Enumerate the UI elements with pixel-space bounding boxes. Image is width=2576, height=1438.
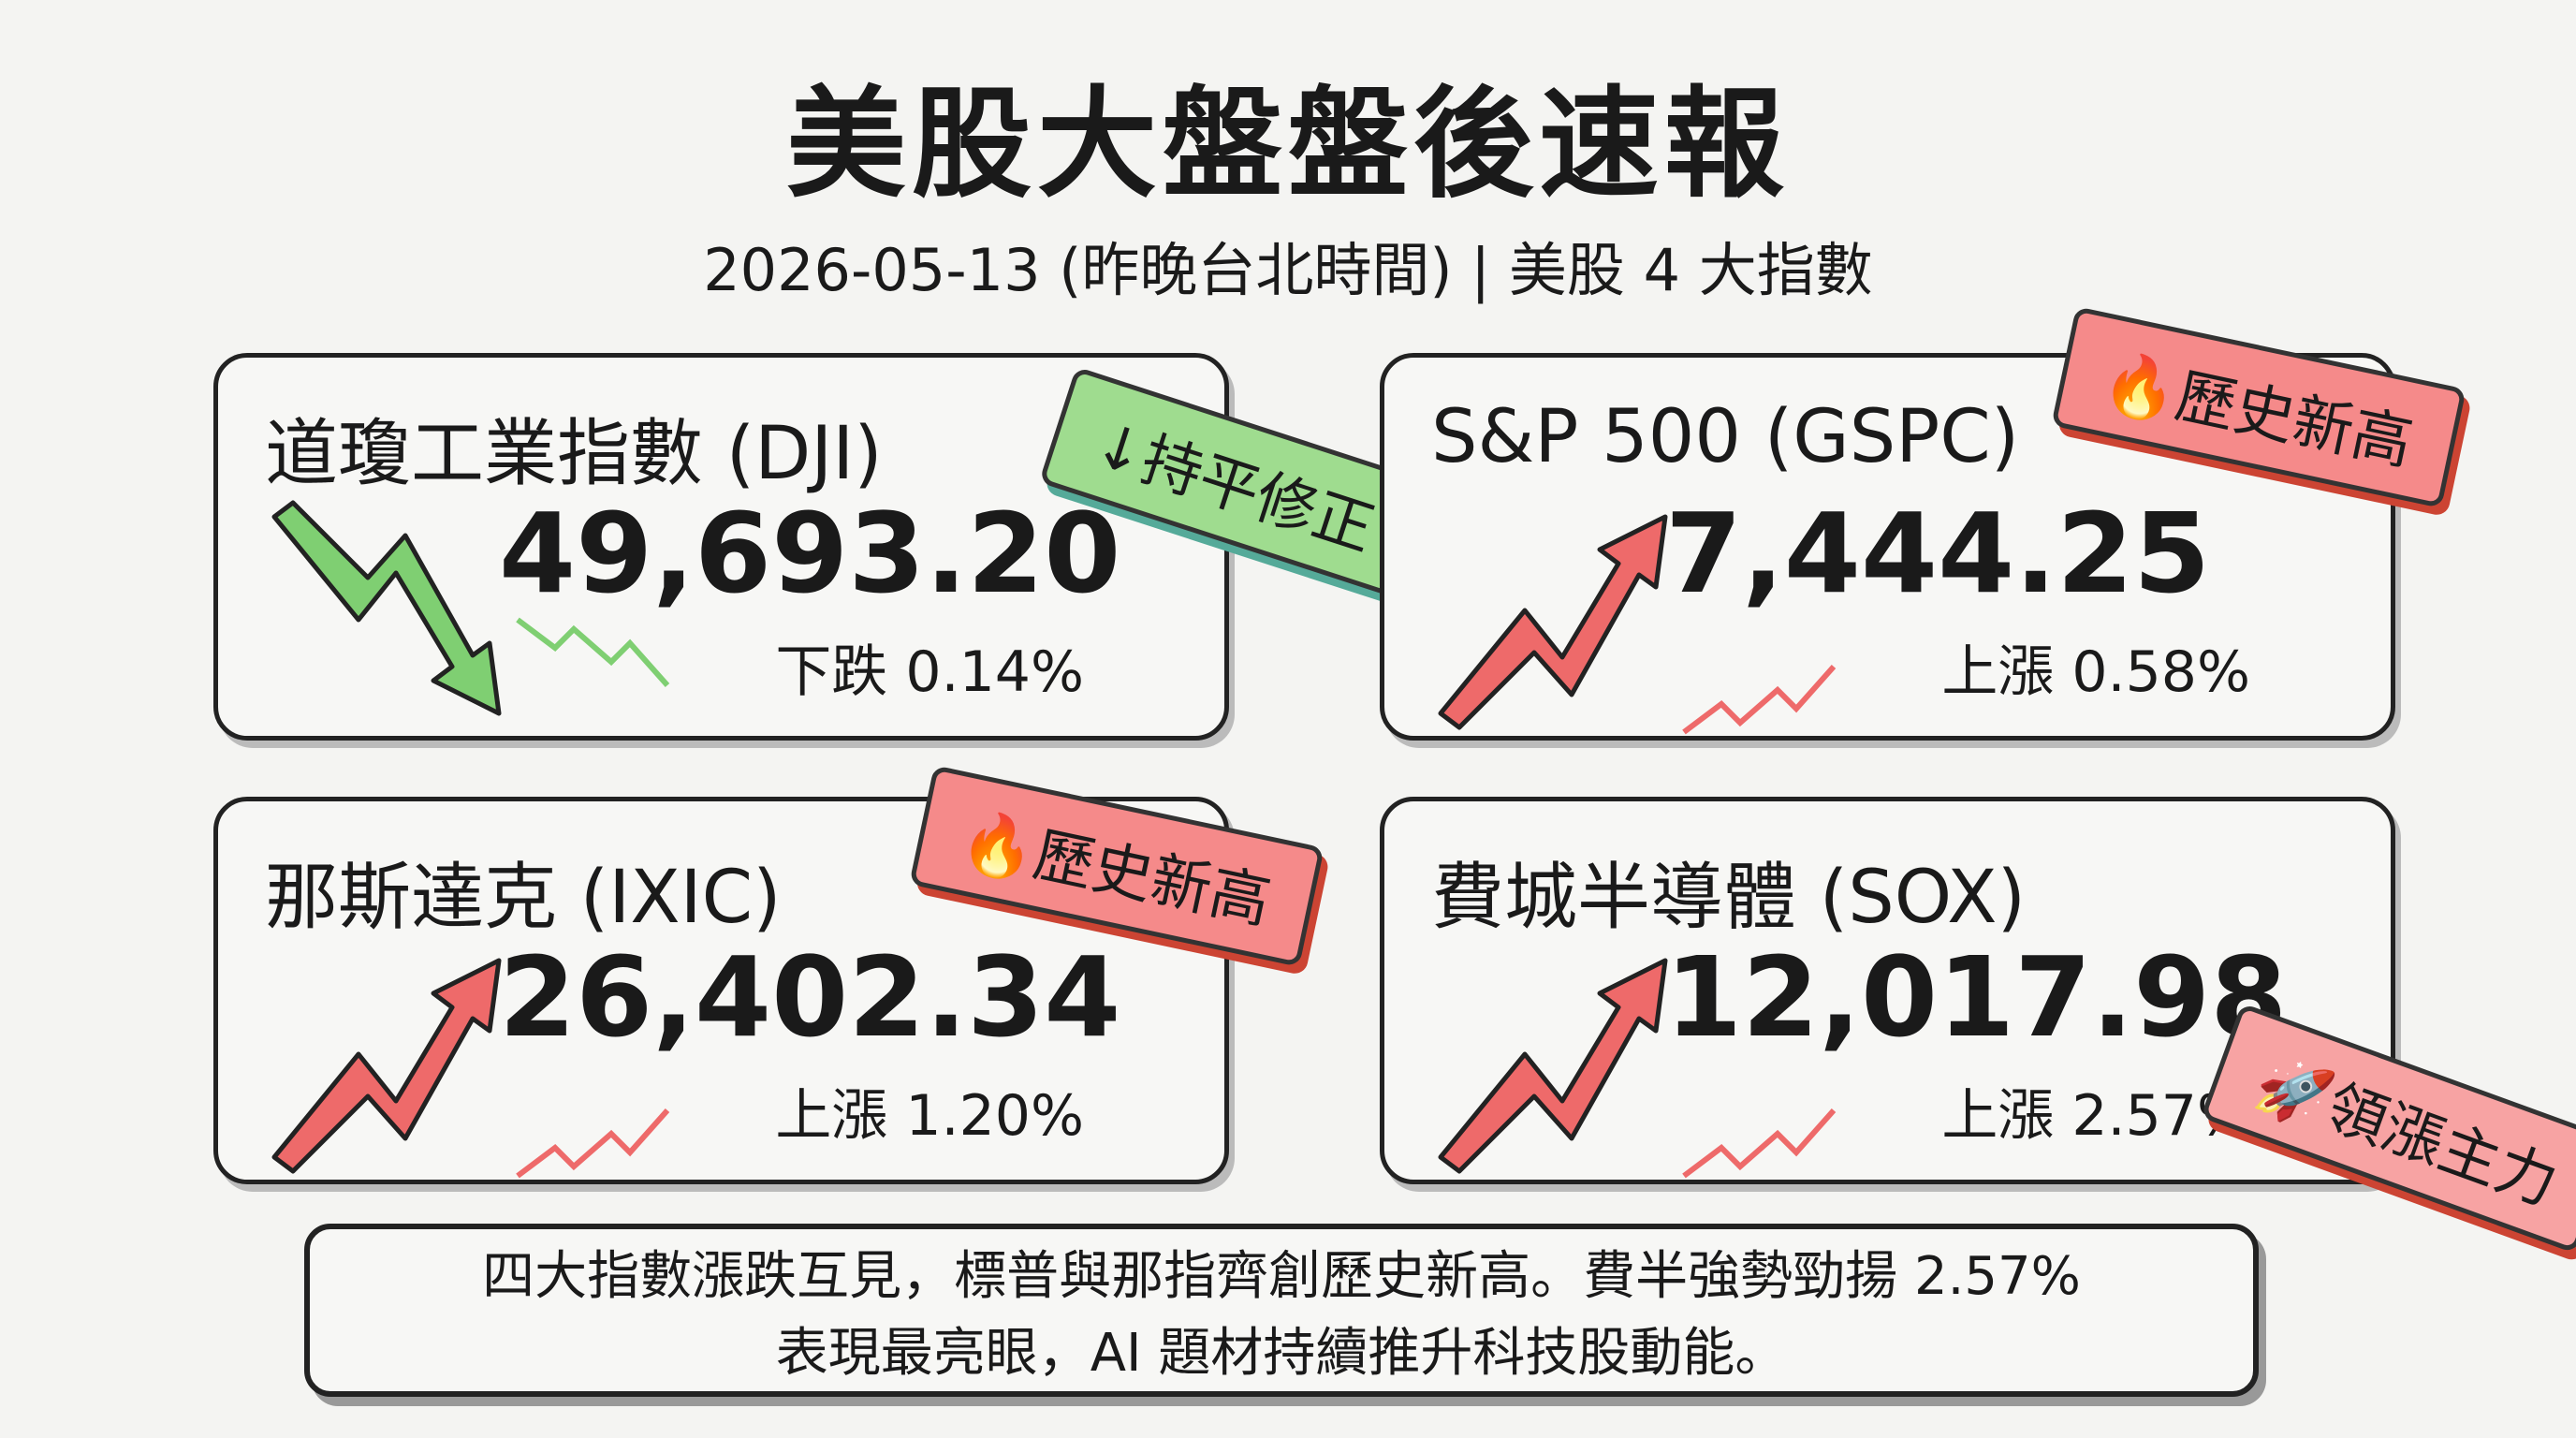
index-card: 費城半導體 (SOX) 12,017.98 上漲 2.57% <box>1380 797 2395 1184</box>
title: 美股大盤盤後速報 <box>785 75 1790 214</box>
index-change: 下跌 0.14% <box>775 639 1084 705</box>
squiggle <box>1682 665 1837 735</box>
index-name: S&P 500 (GSPC) <box>1431 395 2020 479</box>
trend-arrow <box>1438 958 1837 1179</box>
summary-line: 表現最亮眼，AI 題材持續推升科技股動能。 <box>775 1323 1788 1384</box>
arrow-shape <box>1438 958 1668 1174</box>
index-value: 7,444.25 <box>1665 489 2211 618</box>
subtitle: 2026-05-13 (昨晚台北時間) | 美股 4 大指數 <box>703 236 1873 304</box>
index-change: 上漲 0.58% <box>1941 639 2250 705</box>
squiggle <box>1682 1108 1837 1179</box>
squiggle <box>516 1108 670 1179</box>
summary: 四大指數漲跌互見，標普與那指齊創歷史新高。費半強勢勁揚 2.57% 表現最亮眼，… <box>304 1224 2259 1397</box>
summary-line: 四大指數漲跌互見，標普與那指齊創歷史新高。費半強勢勁揚 2.57% <box>482 1246 2081 1307</box>
arrow-shape <box>271 500 502 716</box>
index-name: 道瓊工業指數 (DJI) <box>265 412 883 496</box>
index-name: 費城半導體 (SOX) <box>1431 856 2027 940</box>
trend-arrow <box>271 958 670 1179</box>
index-value: 12,017.98 <box>1665 932 2288 1062</box>
index-change: 上漲 1.20% <box>775 1083 1084 1149</box>
trend-arrow <box>1438 514 1837 735</box>
index-value: 49,693.20 <box>499 489 1121 618</box>
arrow-shape <box>271 958 502 1174</box>
index-value: 26,402.34 <box>499 932 1121 1062</box>
index-name: 那斯達克 (IXIC) <box>265 856 782 940</box>
arrow-shape <box>1438 514 1668 730</box>
trend-arrow <box>271 500 670 716</box>
index-card: S&P 500 (GSPC) 7,444.25 上漲 0.58% <box>1380 353 2395 741</box>
squiggle <box>516 617 670 687</box>
index-change: 上漲 2.57% <box>1941 1083 2250 1149</box>
